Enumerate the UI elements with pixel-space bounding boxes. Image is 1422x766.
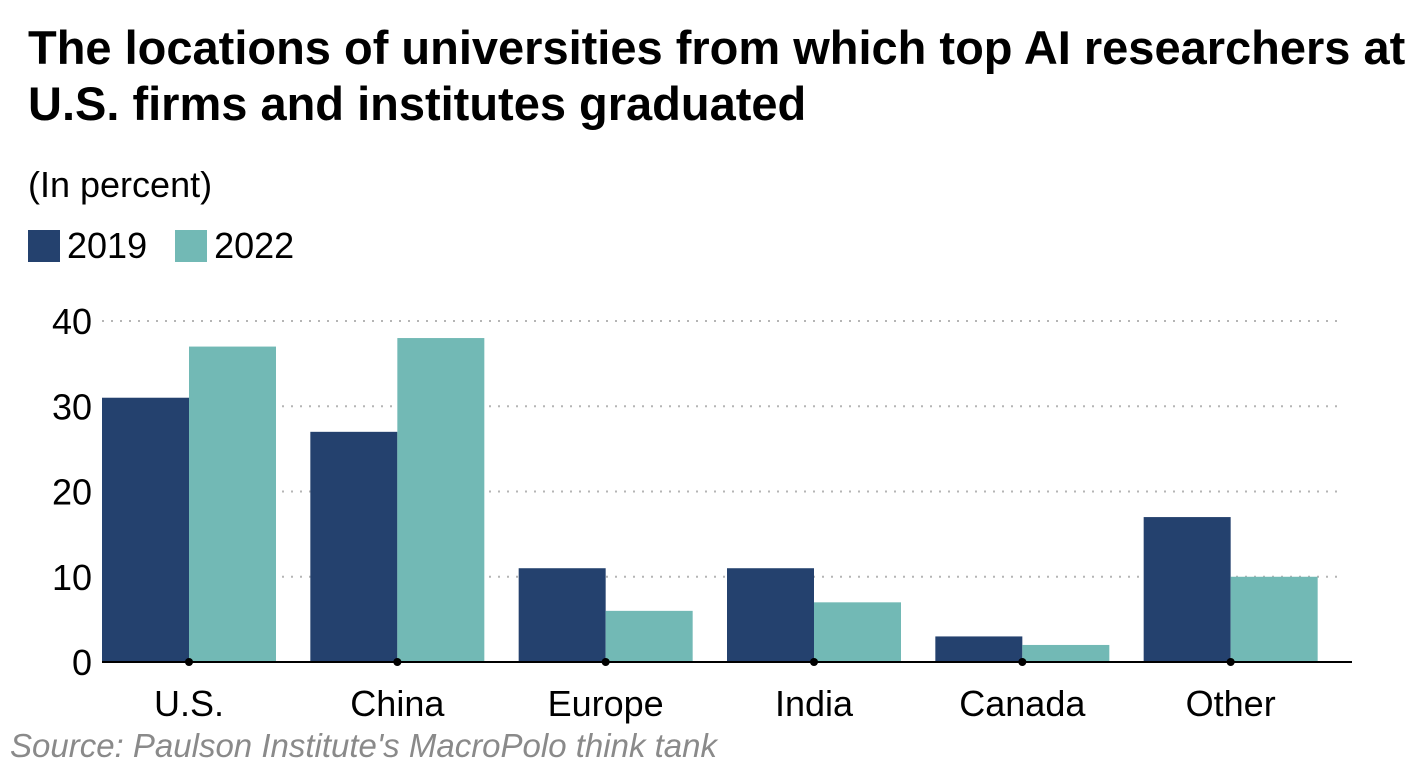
legend-swatch-2019 xyxy=(28,230,60,262)
x-tick-canada xyxy=(1018,658,1027,666)
x-tick-label-u-s: U.S. xyxy=(154,683,224,724)
legend: 2019 2022 xyxy=(28,224,322,268)
source-note: Source: Paulson Institute's MacroPolo th… xyxy=(10,727,718,764)
x-tick-china xyxy=(393,658,402,666)
bar-india-2022 xyxy=(814,602,901,662)
legend-label-2019: 2019 xyxy=(67,225,148,266)
legend-label-2022: 2022 xyxy=(214,225,295,266)
x-tick-label-china: China xyxy=(350,683,445,724)
bar-other-2019 xyxy=(1143,517,1231,662)
bar-europe-2019 xyxy=(518,568,606,662)
chart-subtitle: (In percent) xyxy=(28,164,213,205)
bar-u-s-2019 xyxy=(102,397,189,662)
bar-china-2019 xyxy=(310,431,398,662)
y-tick-label-20: 20 xyxy=(52,472,92,513)
bar-canada-2022 xyxy=(1022,644,1110,662)
bar-canada-2019 xyxy=(935,636,1023,662)
legend-item-2022: 2022 xyxy=(175,224,294,268)
bar-china-2022 xyxy=(397,338,485,662)
legend-item-2019: 2019 xyxy=(28,224,147,268)
x-tick-u-s xyxy=(185,658,193,666)
x-tick-label-canada: Canada xyxy=(959,683,1086,724)
bar-u-s-2022 xyxy=(189,346,276,662)
y-tick-label-10: 10 xyxy=(52,557,92,598)
y-tick-label-30: 30 xyxy=(52,386,92,427)
y-tick-label-40: 40 xyxy=(52,301,92,342)
x-tick-other xyxy=(1226,658,1235,666)
x-tick-india xyxy=(810,658,818,666)
bar-other-2022 xyxy=(1230,576,1318,662)
x-tick-label-europe: Europe xyxy=(548,683,664,724)
bar-europe-2022 xyxy=(605,610,693,662)
chart-title: The locations of universities from which… xyxy=(28,21,1406,130)
legend-swatch-2022 xyxy=(175,230,208,262)
y-tick-label-0: 0 xyxy=(72,642,92,683)
x-tick-label-india: India xyxy=(775,683,854,724)
bar-india-2019 xyxy=(727,568,814,662)
x-tick-label-other: Other xyxy=(1186,683,1276,724)
x-tick-europe xyxy=(601,658,610,666)
